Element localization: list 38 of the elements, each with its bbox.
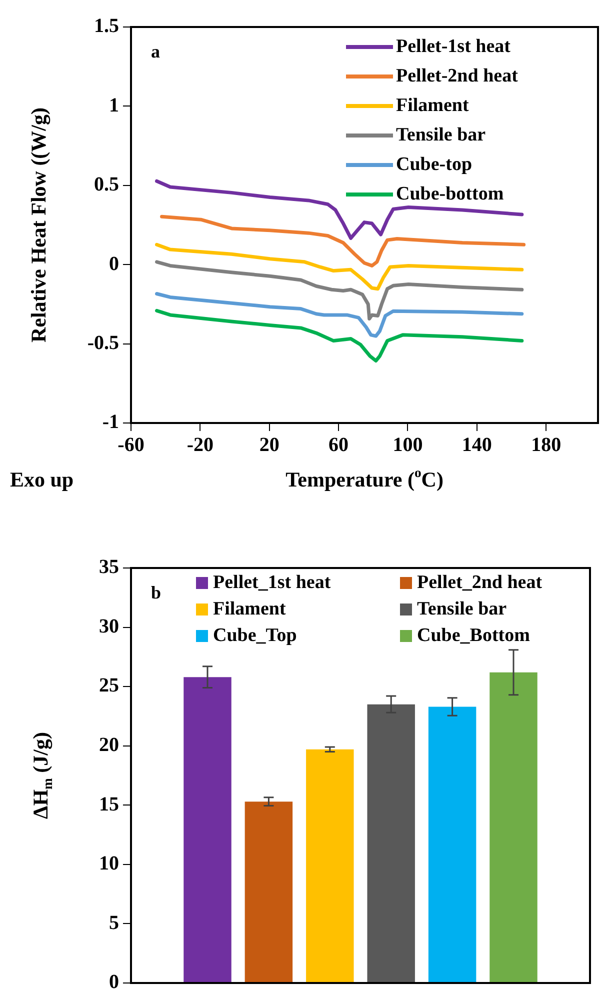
x-tick-label: 100 [392,434,423,456]
y-axis-title: Relative Heat Flow ((W/g) [26,107,50,343]
annotation: a [151,42,160,62]
x-tick-label: 20 [259,434,280,456]
legend-label: Pellet-2nd heat [396,65,519,86]
annotation: b [151,582,162,603]
x-tick-label: 140 [462,434,492,456]
y-tick-label: 35 [99,556,119,578]
legend-label: Pellet_1st heat [213,572,332,593]
y-tick-label: 1 [109,94,119,116]
y-tick-label: 10 [99,852,119,875]
y-tick-label: 15 [99,793,119,816]
x-tick-label: -60 [118,434,144,456]
legend-label: Tensile bar [396,124,486,146]
legend-label: Cube-bottom [396,183,504,204]
y-tick-label: 30 [99,615,119,638]
y-tick-label: 0 [109,252,119,275]
legend-label: Filament [213,598,286,620]
y-axis-title: ΔHm (J/g) [28,732,55,819]
legend-label: Tensile bar [417,598,508,620]
x-tick-label: -20 [186,434,214,456]
y-tick-label: -0.5 [87,332,119,354]
legend-label: Cube-top [396,154,472,175]
y-tick-label: -1 [102,411,119,434]
legend-label: Cube_Bottom [417,624,530,646]
y-tick-label: 0.5 [94,174,119,196]
text: Exo up [10,467,74,492]
legend-label: Filament [396,94,470,116]
legend-label: Pellet_2nd heat [417,572,543,593]
legend-label: Cube_Top [213,624,297,646]
x-tick-label: 60 [328,434,349,456]
y-tick-label: 1.5 [94,15,119,38]
y-tick-label: 20 [99,734,119,756]
y-tick-label: 5 [109,912,119,934]
y-tick-label: 25 [99,674,119,697]
x-tick-label: 180 [531,434,562,456]
legend-label: Pellet-1st heat [396,36,512,57]
y-tick-label: 0 [109,971,119,994]
